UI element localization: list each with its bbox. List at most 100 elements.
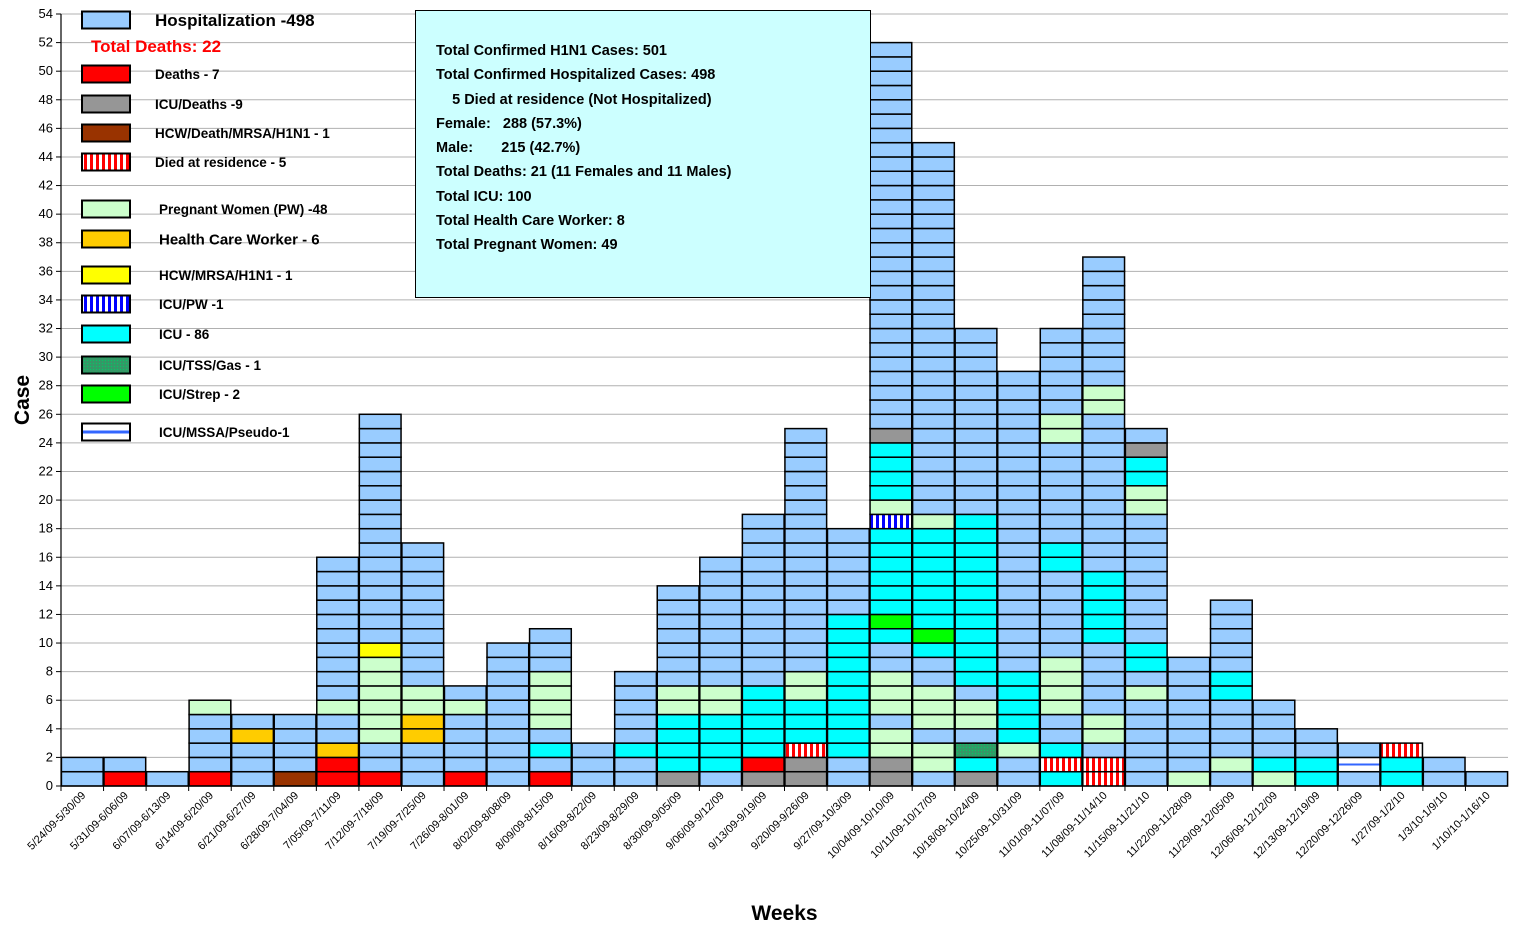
bar-block-pw bbox=[358, 656, 402, 673]
legend-label: ICU/TSS/Gas - 1 bbox=[159, 358, 262, 373]
bar-block-id bbox=[741, 770, 785, 787]
bar-block-h bbox=[741, 585, 785, 601]
bar-block-h bbox=[486, 742, 530, 759]
bar-block-h bbox=[869, 99, 913, 115]
y-tick-label: 40 bbox=[39, 206, 53, 221]
bar-block-i bbox=[911, 527, 956, 544]
bar-block-h bbox=[996, 556, 1041, 573]
bar-block-h bbox=[1082, 513, 1126, 530]
bar-block-h bbox=[1082, 742, 1126, 759]
bar-block-h bbox=[1209, 613, 1253, 630]
bar-block-h bbox=[358, 556, 402, 573]
legend-swatch-it bbox=[81, 355, 131, 375]
bar-block-pw bbox=[869, 685, 913, 701]
y-tick-label: 52 bbox=[39, 35, 53, 50]
y-tick-label: 12 bbox=[39, 606, 53, 621]
bar-block-h bbox=[911, 456, 956, 473]
bar-block-i bbox=[996, 713, 1041, 730]
bar-block-h bbox=[1422, 770, 1466, 787]
bar-block-h bbox=[1167, 670, 1211, 687]
bar-block-h bbox=[1039, 527, 1083, 544]
bar-block-h bbox=[1209, 656, 1253, 673]
bar-block-h bbox=[911, 413, 956, 430]
bar-block-h bbox=[1082, 442, 1126, 458]
bar-block-i bbox=[699, 742, 743, 759]
bar-block-hw bbox=[401, 713, 445, 730]
bar-block-h bbox=[741, 656, 785, 673]
bar-block-h bbox=[358, 742, 402, 759]
bar-block-h bbox=[316, 585, 360, 601]
bars bbox=[60, 41, 1509, 787]
bar-block-pw bbox=[1252, 770, 1296, 787]
bar-block-h bbox=[571, 742, 615, 759]
bar-block-pw bbox=[911, 756, 956, 773]
bar-block-id bbox=[784, 756, 828, 773]
bar-block-h bbox=[1082, 556, 1126, 573]
bar-block-h bbox=[358, 413, 402, 430]
bar-block-i bbox=[911, 556, 956, 573]
bar-block-h bbox=[528, 728, 573, 744]
bar-block-i bbox=[826, 613, 870, 630]
bar-block-i bbox=[954, 527, 998, 544]
bar-block-h bbox=[1039, 642, 1083, 659]
bar-block-h bbox=[613, 770, 658, 787]
bar-block-i bbox=[1082, 570, 1126, 587]
bar-block-i bbox=[954, 656, 998, 673]
bar-block-is bbox=[911, 627, 956, 644]
bar-block-h bbox=[911, 199, 956, 215]
legend-swatch-i bbox=[81, 324, 131, 344]
summary-line: Total Deaths: 21 (11 Females and 11 Male… bbox=[436, 164, 732, 181]
bar-block-pw bbox=[869, 699, 913, 716]
bar-block-i bbox=[869, 599, 913, 616]
bar-block-d bbox=[358, 770, 402, 787]
bar-block-h bbox=[911, 284, 956, 301]
legend-label: ICU/MSSA/Pseudo-1 bbox=[159, 425, 290, 440]
bar-block-h bbox=[1124, 427, 1168, 444]
bar-block-h bbox=[911, 241, 956, 258]
bar-block-h bbox=[954, 370, 998, 387]
bar-block-h bbox=[1337, 742, 1381, 759]
bar-block-h bbox=[230, 742, 275, 759]
bar-block-pw bbox=[1082, 713, 1126, 730]
bar-block-pw bbox=[1082, 399, 1126, 416]
bar-block-h bbox=[911, 156, 956, 173]
bar-block-h bbox=[1252, 742, 1296, 759]
bar-block-i bbox=[996, 699, 1041, 716]
bar-block-h bbox=[741, 513, 785, 530]
bar-block-h bbox=[699, 670, 743, 687]
bar-block-h bbox=[996, 413, 1041, 430]
bar-block-h bbox=[1167, 685, 1211, 701]
summary-line: Female: 288 (57.3%) bbox=[436, 115, 582, 132]
bar-block-h bbox=[741, 642, 785, 659]
bar-block-i bbox=[954, 613, 998, 630]
bar-block-pw bbox=[1039, 699, 1083, 716]
bar-block-i bbox=[1039, 556, 1083, 573]
bar-block-h bbox=[1167, 742, 1211, 759]
bar-block-h bbox=[996, 370, 1041, 387]
bar-block-pw bbox=[1039, 670, 1083, 687]
bar-block-h bbox=[1209, 728, 1253, 744]
bar-block-h bbox=[911, 170, 956, 187]
legend-swatch-pw bbox=[81, 199, 131, 219]
bar-block-h bbox=[826, 599, 870, 616]
bar-block-h bbox=[911, 770, 956, 787]
y-tick-label: 38 bbox=[39, 235, 53, 250]
y-tick-label: 54 bbox=[39, 6, 53, 21]
bar-block-h bbox=[826, 556, 870, 573]
bar-block-h bbox=[741, 570, 785, 587]
bar-block-id bbox=[869, 427, 913, 444]
bar-block-h bbox=[954, 470, 998, 487]
bar-block-h bbox=[656, 656, 700, 673]
bar-block-h bbox=[316, 599, 360, 616]
legend-label: HCW/MRSA/H1N1 - 1 bbox=[159, 268, 293, 283]
bar-block-i bbox=[869, 456, 913, 473]
bar-block-i bbox=[1082, 585, 1126, 601]
bar-block-pw bbox=[358, 699, 402, 716]
legend-label: Pregnant Women (PW) -48 bbox=[159, 202, 328, 217]
bar-block-h bbox=[826, 756, 870, 773]
bar-block-h bbox=[230, 713, 275, 730]
bar-block-i bbox=[741, 699, 785, 716]
bar-block-i bbox=[1039, 770, 1083, 787]
bar-block-d bbox=[188, 770, 232, 787]
